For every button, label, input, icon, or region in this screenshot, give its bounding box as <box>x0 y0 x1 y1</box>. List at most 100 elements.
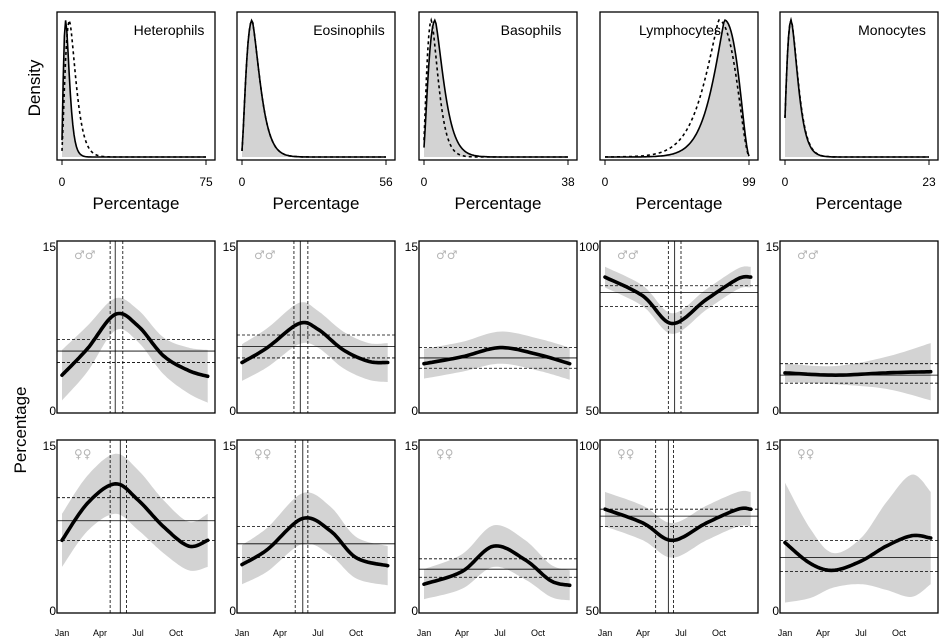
sex-symbol-r2-2: ♀♀ <box>436 447 454 461</box>
density-tick-label-max-1: 56 <box>379 175 393 189</box>
month-label-1-1: Apr <box>273 628 287 638</box>
ytick-top-r2-0: 15 <box>43 439 57 453</box>
panel-title-0: Heterophils <box>134 22 205 38</box>
seasonal-curve-r2-0 <box>60 481 210 549</box>
seasonal-frame-r1-3 <box>599 240 759 414</box>
ytick-bottom-r1-1: 0 <box>229 404 236 418</box>
ytick-top-r1-3: 100 <box>579 240 599 254</box>
density-tick-label-min-2: 0 <box>421 175 428 189</box>
month-label-0-3: Oct <box>169 628 184 638</box>
density-curve-dashed-4 <box>784 17 929 158</box>
density-area-2 <box>424 20 568 157</box>
month-label-3-2: Jul <box>675 628 687 638</box>
seasonal-frame-r1-4 <box>779 240 939 414</box>
seasonal-band-r2-4 <box>785 474 931 603</box>
seasonal-curve-r1-0 <box>60 311 210 379</box>
density-tick-label-max-3: 99 <box>742 175 756 189</box>
seasonal-curve-r2-4 <box>783 533 933 573</box>
density-xlabel-2: Percentage <box>455 194 542 213</box>
ytick-top-r1-0: 15 <box>43 240 57 254</box>
seasonal-frame-r2-0 <box>56 439 216 614</box>
month-label-3-3: Oct <box>712 628 727 638</box>
seasonal-band-r2-3 <box>605 490 751 558</box>
seasonal-band-r1-1 <box>242 302 388 382</box>
ytick-top-r2-3: 100 <box>579 439 599 453</box>
density-area-4 <box>785 20 929 157</box>
density-frame-4 <box>779 11 939 161</box>
ytick-bottom-r1-2: 0 <box>411 404 418 418</box>
seasonal-curve-r2-3 <box>603 506 753 543</box>
density-curve-dashed-3 <box>605 19 750 158</box>
month-label-2-1: Apr <box>455 628 469 638</box>
seasonal-band-r2-1 <box>242 492 388 586</box>
sex-symbol-r2-0: ♀♀ <box>74 447 92 461</box>
density-axis-label: Density <box>25 59 44 116</box>
seasonal-band-r1-2 <box>424 331 570 380</box>
sex-symbol-r1-3: ♂♂ <box>617 248 639 262</box>
density-curve-dashed-1 <box>241 18 386 158</box>
month-label-4-3: Oct <box>892 628 907 638</box>
density-xlabel-3: Percentage <box>636 194 723 213</box>
month-label-1-3: Oct <box>349 628 364 638</box>
ytick-top-r2-4: 15 <box>766 439 780 453</box>
ytick-top-r1-1: 15 <box>223 240 237 254</box>
seasonal-frame-r2-1 <box>236 439 396 614</box>
sex-symbol-r2-3: ♀♀ <box>617 447 635 461</box>
seasonal-band-r2-0 <box>62 453 208 571</box>
month-label-4-2: Jul <box>855 628 867 638</box>
seasonal-band-r2-2 <box>424 525 570 601</box>
seasonal-curve-r1-3 <box>603 274 753 326</box>
ytick-bottom-r2-4: 0 <box>772 604 779 618</box>
month-label-2-2: Jul <box>494 628 506 638</box>
bands-layer <box>62 20 931 603</box>
month-label-2-0: Jan <box>417 628 432 638</box>
seasonal-band-r1-4 <box>785 343 931 401</box>
seasonal-frame-r1-1 <box>236 240 396 414</box>
density-xlabel-4: Percentage <box>816 194 903 213</box>
panel-title-3: Lymphocytes <box>639 22 721 38</box>
density-xlabel-1: Percentage <box>273 194 360 213</box>
month-label-0-1: Apr <box>93 628 107 638</box>
month-label-0-0: Jan <box>55 628 70 638</box>
panel-title-1: Eosinophils <box>313 22 385 38</box>
seasonal-curve-r2-2 <box>422 544 572 588</box>
density-frame-0 <box>56 11 216 161</box>
density-curve-4 <box>784 16 929 158</box>
density-curve-dashed-2 <box>423 17 568 158</box>
density-tick-label-max-4: 23 <box>922 175 936 189</box>
month-label-0-2: Jul <box>132 628 144 638</box>
sex-symbol-r1-0: ♂♂ <box>74 248 96 262</box>
density-tick-label-min-3: 0 <box>602 175 609 189</box>
ytick-bottom-r2-1: 0 <box>229 604 236 618</box>
seasonal-band-r1-3 <box>605 266 751 334</box>
density-xlabel-0: Percentage <box>93 194 180 213</box>
density-tick-label-min-1: 0 <box>239 175 246 189</box>
frames-layer <box>56 11 939 614</box>
seasonal-frame-r2-2 <box>418 439 578 614</box>
sex-symbol-r2-4: ♀♀ <box>797 447 815 461</box>
ytick-bottom-r2-0: 0 <box>49 604 56 618</box>
text-layer: Density Percentage Heterophils 0 75 Percent… <box>11 22 936 638</box>
density-frame-1 <box>236 11 396 161</box>
percentage-axis-label: Percentage <box>11 387 30 474</box>
ytick-bottom-r1-4: 0 <box>772 404 779 418</box>
ytick-bottom-r1-3: 50 <box>586 404 600 418</box>
month-label-3-1: Apr <box>636 628 650 638</box>
sex-symbol-r1-4: ♂♂ <box>797 248 819 262</box>
month-label-1-2: Jul <box>312 628 324 638</box>
density-frame-3 <box>599 11 759 161</box>
density-tick-label-max-0: 75 <box>199 175 213 189</box>
density-curve-2 <box>423 18 568 158</box>
ytick-bottom-r2-3: 50 <box>586 604 600 618</box>
seasonal-frame-r2-3 <box>599 439 759 614</box>
ytick-top-r2-1: 15 <box>223 439 237 453</box>
density-area-3 <box>605 20 749 157</box>
panel-title-2: Basophils <box>501 22 562 38</box>
ytick-bottom-r2-2: 0 <box>411 604 418 618</box>
seasonal-frame-r1-2 <box>418 240 578 414</box>
seasonal-curve-r2-1 <box>240 515 390 568</box>
month-label-4-0: Jan <box>778 628 793 638</box>
seasonal-frame-r1-0 <box>56 240 216 414</box>
density-tick-label-min-0: 0 <box>59 175 66 189</box>
